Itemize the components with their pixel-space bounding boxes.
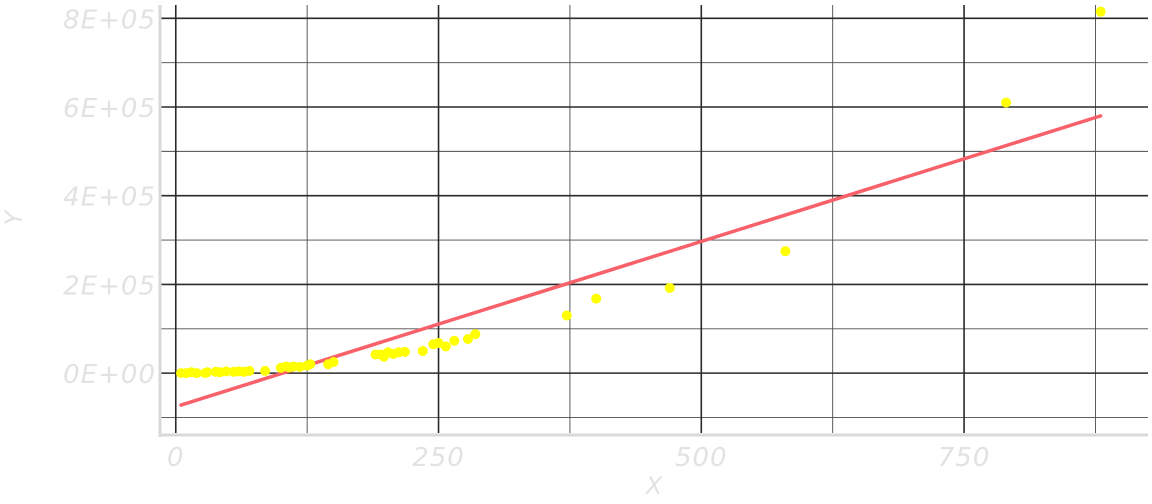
x-tick-label: 750 [938, 443, 991, 473]
data-point [664, 282, 675, 293]
data-point [417, 345, 428, 356]
y-tick-label: 2E+05 [63, 271, 156, 301]
data-point [440, 341, 451, 352]
x-axis-title: X [644, 472, 663, 500]
y-tick-label: 6E+05 [63, 94, 156, 124]
data-point [328, 357, 339, 368]
data-point [780, 246, 791, 257]
fit-line [179, 114, 1103, 407]
data-point [260, 365, 271, 376]
fit-line-layer [179, 114, 1103, 407]
data-point [202, 367, 213, 378]
x-tick-label: 500 [675, 443, 728, 473]
x-tick-labels: 0 250 500 750 [167, 443, 991, 473]
data-point [591, 293, 602, 304]
data-point [1001, 97, 1012, 108]
y-axis-title: Y [0, 208, 28, 225]
data-point [244, 365, 255, 376]
points-layer [176, 6, 1106, 379]
data-point [449, 335, 460, 346]
data-point [561, 310, 572, 321]
y-tick-label: 0E+00 [63, 360, 156, 390]
y-tick-label: 4E+05 [63, 183, 156, 213]
grid [160, 5, 1148, 433]
data-point [305, 359, 316, 370]
x-tick-label: 250 [412, 443, 465, 473]
data-point [1095, 6, 1106, 17]
data-point [462, 333, 473, 344]
data-point [191, 368, 202, 379]
data-point [399, 346, 410, 357]
data-point [221, 366, 232, 377]
y-tick-label: 8E+05 [63, 5, 156, 35]
x-tick-label: 0 [167, 443, 185, 473]
axes [158, 5, 1148, 437]
y-tick-labels: 0E+00 2E+05 4E+05 6E+05 8E+05 [63, 5, 156, 390]
data-point [470, 329, 481, 340]
